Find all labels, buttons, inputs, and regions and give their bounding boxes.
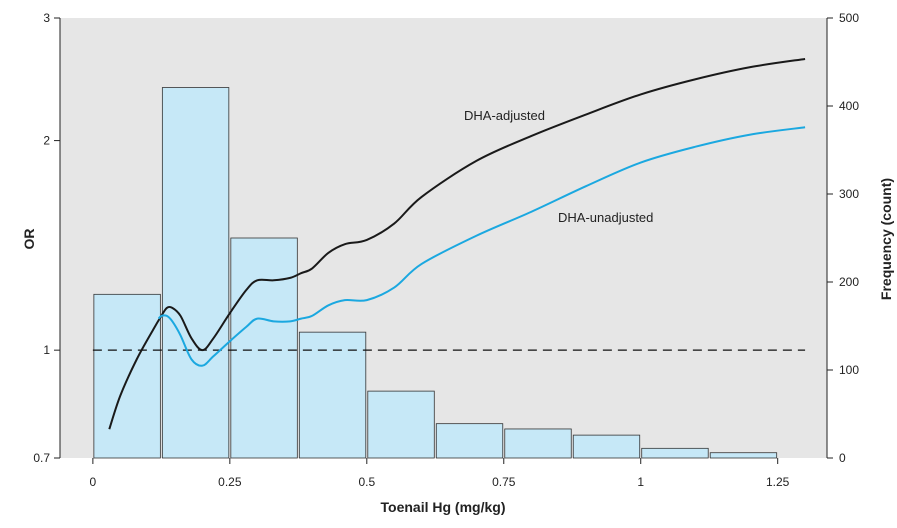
y-right-tick-label: 0 xyxy=(839,451,846,465)
histogram-bar xyxy=(298,331,367,459)
y-axis-right-title: Frequency (count) xyxy=(878,178,894,300)
y-right-tick-label: 100 xyxy=(839,363,859,377)
histogram-bar xyxy=(367,390,435,459)
axes: 0.7 1 2 3 0 100 200 300 400 500 0 0.25 0.5 0.75 1 1.25 xyxy=(33,11,859,489)
y-right-tick-label: 300 xyxy=(839,187,859,201)
x-tick-label: 0.25 xyxy=(218,475,242,489)
y-right-tick-label: 200 xyxy=(839,275,859,289)
y-left-tick-label: 1 xyxy=(43,343,50,357)
or-curves xyxy=(92,57,806,430)
y-left-tick-label: 0.7 xyxy=(33,451,50,465)
x-tick-label: 1.25 xyxy=(766,475,790,489)
annotation-dha-unadjusted: DHA-unadjusted xyxy=(558,210,653,225)
histogram-bar xyxy=(230,237,298,459)
histogram-bar xyxy=(709,452,778,459)
histogram-bars xyxy=(93,87,778,459)
annotation-dha-adjusted: DHA-adjusted xyxy=(464,108,545,123)
series-line-dha-unadjusted xyxy=(157,126,806,367)
histogram-bar xyxy=(435,423,504,459)
y-right-tick-label: 500 xyxy=(839,11,859,25)
histogram-bar xyxy=(641,447,709,459)
histogram-bar xyxy=(161,87,230,459)
y-axis-left-title: OR xyxy=(21,229,37,250)
x-tick-label: 0 xyxy=(90,475,97,489)
histogram-bar xyxy=(93,293,161,459)
histogram-bar xyxy=(572,434,641,459)
x-tick-label: 1 xyxy=(637,475,644,489)
histogram-bar xyxy=(504,428,572,459)
y-left-tick-label: 2 xyxy=(43,134,50,148)
x-tick-label: 0.75 xyxy=(492,475,516,489)
series-line-dha-adjusted xyxy=(108,57,806,430)
x-axis-title: Toenail Hg (mg/kg) xyxy=(381,499,506,515)
y-left-tick-label: 3 xyxy=(43,11,50,25)
y-right-tick-label: 400 xyxy=(839,99,859,113)
x-tick-label: 0.5 xyxy=(358,475,375,489)
